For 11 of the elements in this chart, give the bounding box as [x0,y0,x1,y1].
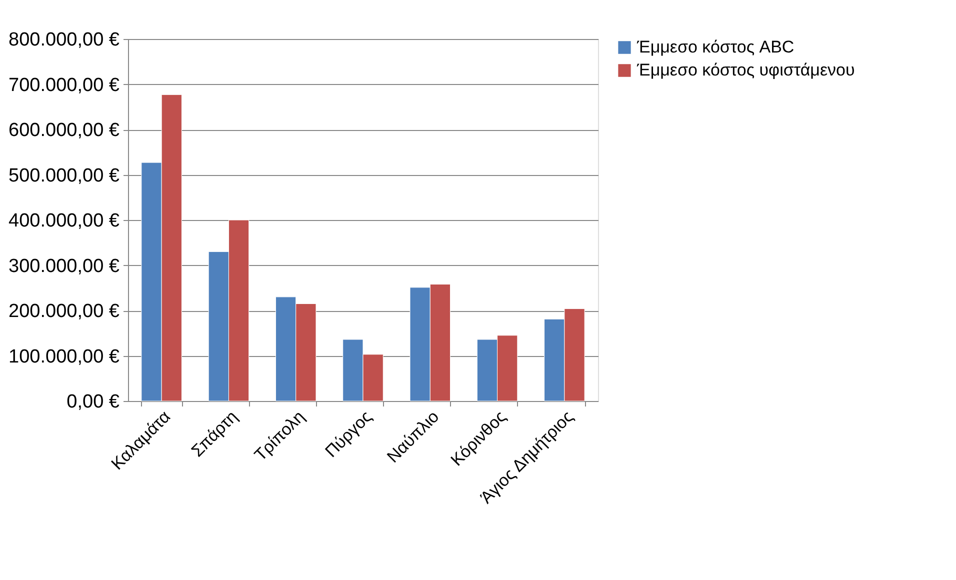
y-tick-label: 500.000,00 € [8,165,120,186]
y-tick-label: 600.000,00 € [8,120,120,141]
y-tick-label: 800.000,00 € [8,30,120,50]
y-tick-label: 0,00 € [66,392,120,412]
y-tick-label: 200.000,00 € [8,301,120,322]
legend-label: Έμμεσο κόστος ABC [636,38,794,56]
legend-label: Έμμεσο κόστος υφιστάμενου [636,60,855,80]
y-tick-label: 700.000,00 € [8,74,120,96]
y-tick-label: 400.000,00 € [8,210,120,232]
y-tick-label: 300.000,00 € [8,256,120,277]
y-tick-label: 100.000,00 € [8,346,120,368]
